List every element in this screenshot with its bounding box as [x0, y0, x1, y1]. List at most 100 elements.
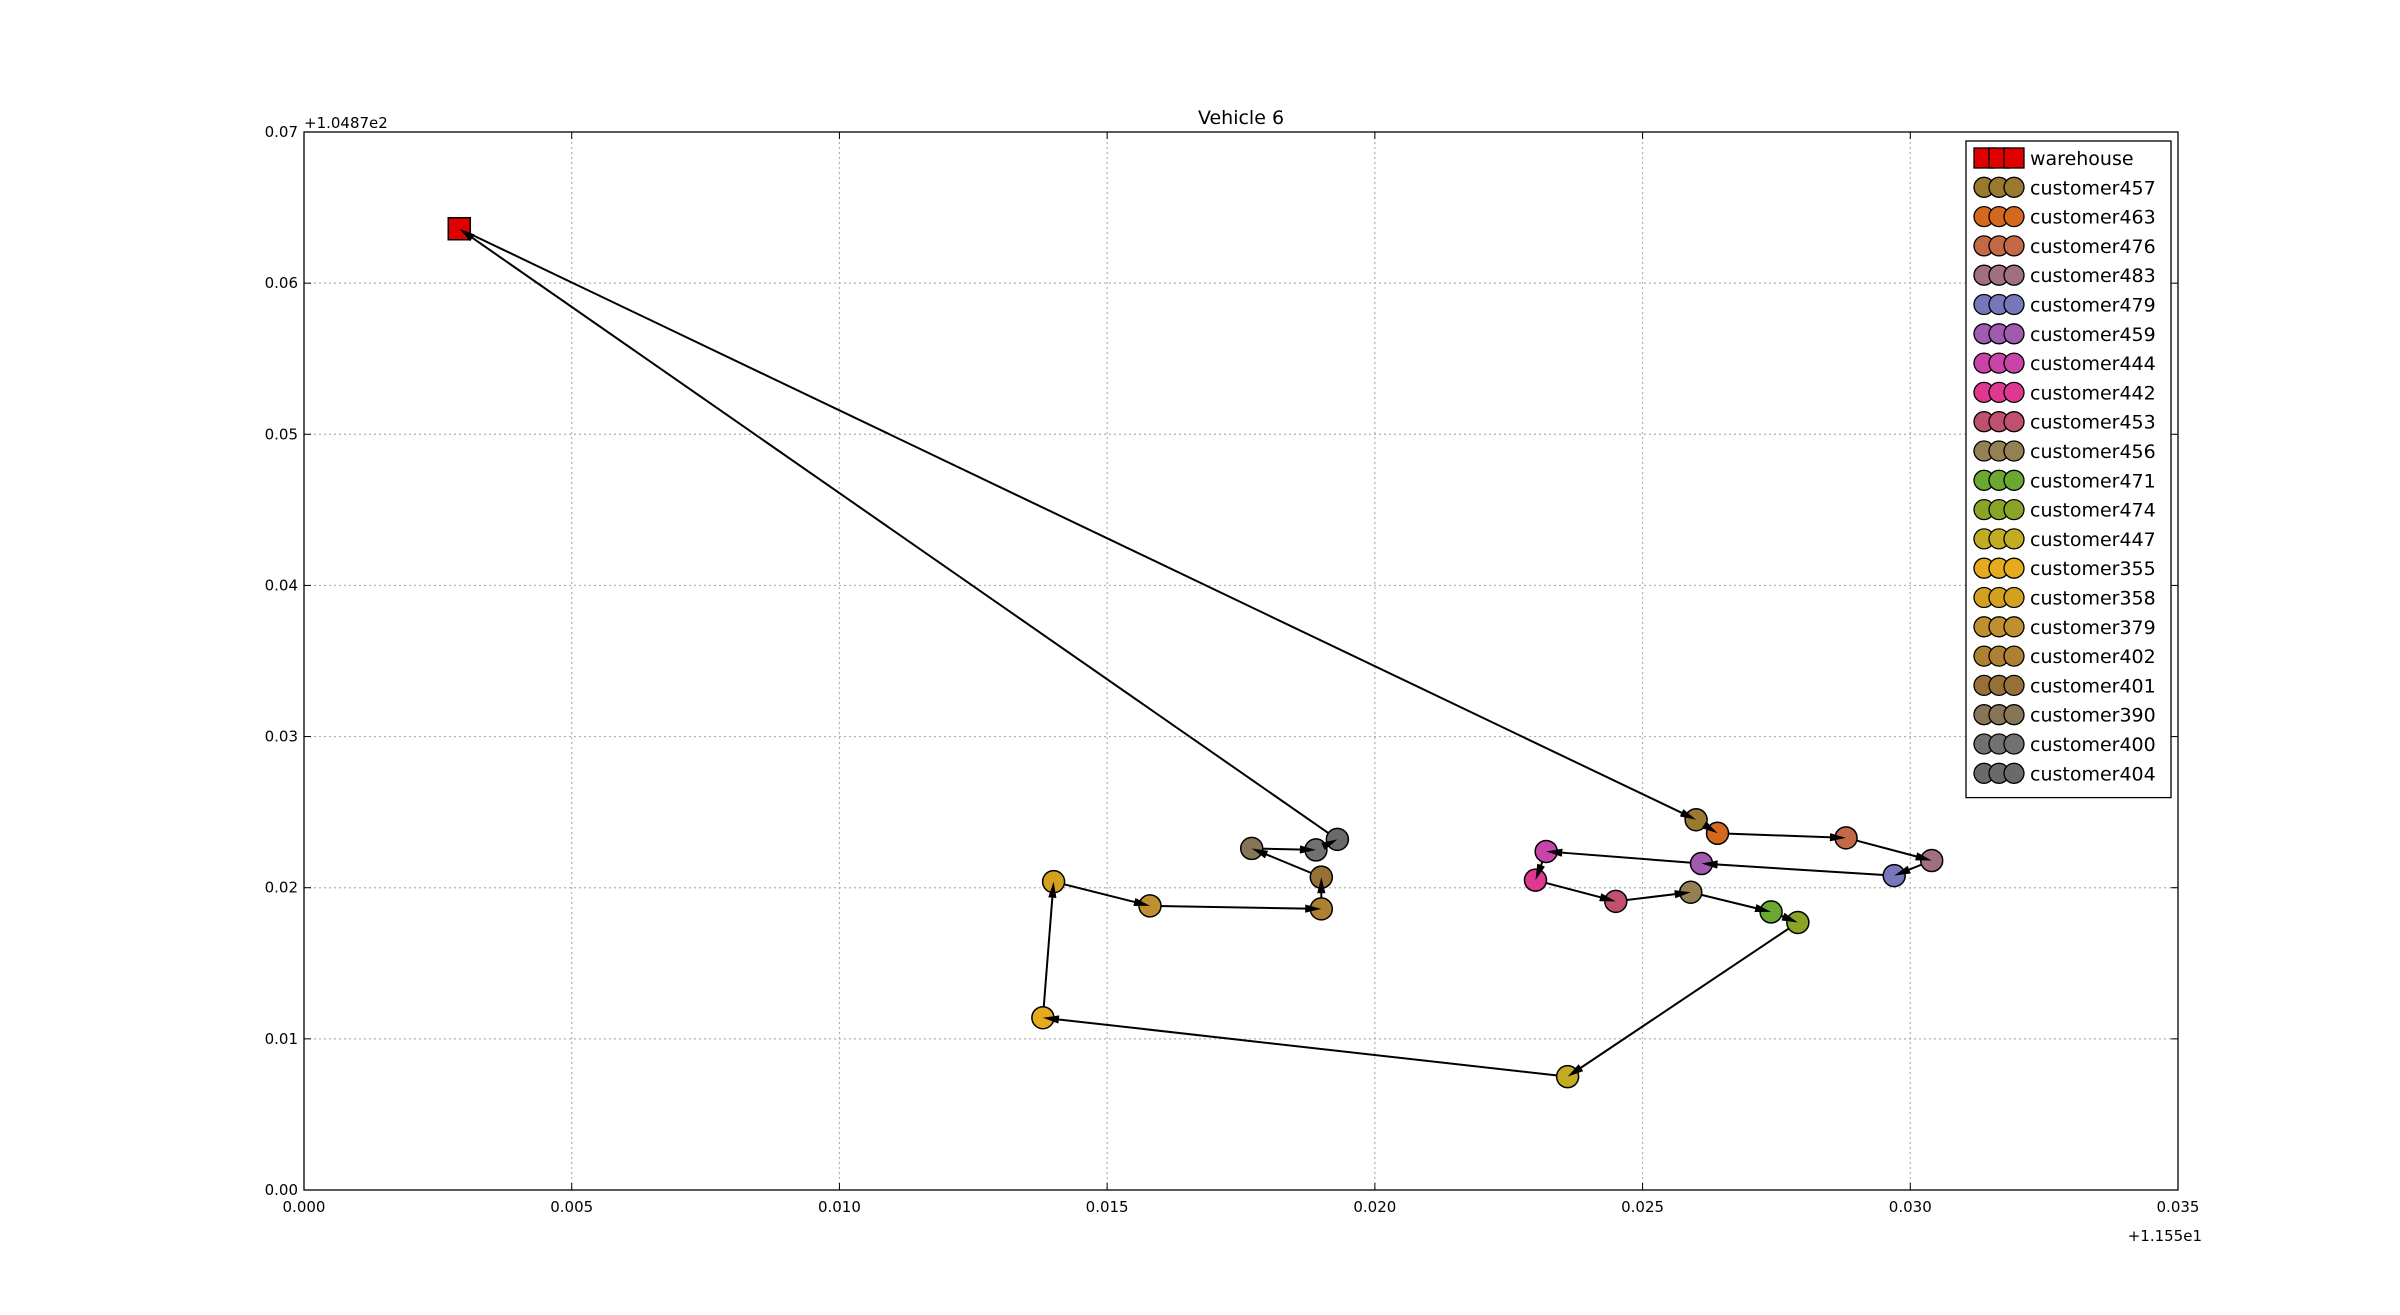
legend-label: customer402: [2030, 646, 2156, 668]
legend-label: customer453: [2030, 412, 2156, 434]
legend-entry: customer447: [1973, 528, 2156, 551]
legend-label: customer459: [2030, 324, 2156, 346]
legend-marker: [2003, 352, 2025, 374]
route-arrowhead: [1546, 848, 1563, 857]
route-arrowhead: [1321, 839, 1338, 851]
route-segment: [1567, 921, 1799, 1078]
legend-entry: customer401: [1973, 674, 2156, 697]
grid: [304, 132, 2178, 1190]
route-arrowhead: [1567, 1064, 1584, 1077]
x-offset-label: +1.155e1: [2128, 1227, 2202, 1245]
legend-label: customer400: [2030, 734, 2156, 756]
route-arrowhead: [1299, 845, 1316, 854]
legend-label: customer358: [2030, 588, 2156, 610]
legend-marker: [2003, 616, 2025, 638]
legend-entry: customer456: [1973, 440, 2156, 463]
legend-entry: customer463: [1973, 205, 2156, 229]
route-segment: [458, 227, 1697, 821]
legend-label: customer401: [2030, 675, 2156, 697]
legend-label: customer379: [2030, 617, 2156, 639]
legend-entry: customer471: [1973, 469, 2156, 492]
y-tick-label: 0.02: [265, 879, 298, 897]
legend-marker: [2003, 440, 2025, 462]
legend-entry: customer444: [1973, 352, 2156, 375]
legend-marker: [2003, 704, 2025, 726]
legend-label: customer442: [2030, 382, 2156, 404]
route-arrowhead: [1535, 863, 1545, 881]
route-arrowhead: [1048, 881, 1057, 898]
legend-marker: [2003, 469, 2025, 491]
y-tick-label: 0.05: [265, 425, 298, 443]
legend-entry: customer400: [1973, 733, 2156, 756]
route-segment: [458, 227, 1338, 841]
legend-entry: customer379: [1973, 616, 2156, 639]
legend-marker: [2003, 323, 2025, 345]
legend-label: customer479: [2030, 295, 2156, 317]
x-tick-label: 0.005: [550, 1198, 593, 1216]
legend-label: customer483: [2030, 265, 2156, 287]
y-tick-label: 0.06: [265, 274, 298, 292]
legend-marker: [2003, 381, 2025, 404]
route-arrowhead: [1894, 865, 1911, 876]
legend-entry: customer476: [1973, 235, 2156, 258]
y-tick-label: 0.04: [265, 576, 298, 594]
legend-entry: customer479: [1973, 293, 2156, 317]
legend-marker: [2003, 411, 2025, 433]
route-arrowhead: [1251, 848, 1269, 859]
x-tick-label: 0.030: [1889, 1198, 1932, 1216]
route-segment: [1546, 850, 1702, 865]
legend-entry: customer355: [1973, 557, 2156, 580]
x-tick-label: 0.000: [283, 1198, 326, 1216]
y-tick-label: 0.03: [265, 728, 298, 746]
legend-marker: [2003, 147, 2025, 169]
y-tick-label: 0.01: [265, 1030, 298, 1048]
route-arrowhead: [1674, 890, 1691, 899]
chart-title: Vehicle 6: [1198, 107, 1284, 129]
legend-entry: customer402: [1973, 645, 2156, 668]
x-tick-label: 0.015: [1086, 1198, 1129, 1216]
x-tick-label: 0.035: [2157, 1198, 2200, 1216]
route-arrowhead: [1599, 893, 1616, 902]
legend-marker: [2003, 176, 2025, 198]
x-tick-label: 0.020: [1353, 1198, 1396, 1216]
legend-label: customer355: [2030, 558, 2156, 580]
axis-ticks: 0.000 0.005 0.010 0.015 0.020 0.025 0.030 0.035…: [265, 123, 2200, 1216]
legend-label: customer447: [2030, 529, 2156, 551]
legend-marker: [2003, 498, 2025, 521]
legend-entry: customer453: [1973, 411, 2156, 434]
y-offset-label: +1.0487e2: [304, 114, 388, 132]
legend-entry: warehouse: [1973, 147, 2134, 170]
legend-entry: customer358: [1973, 586, 2156, 610]
route-arrowhead: [1042, 1015, 1060, 1024]
legend-label: customer444: [2030, 353, 2156, 375]
legend-label: customer474: [2030, 500, 2156, 522]
route-arrowhead: [1754, 904, 1772, 912]
legend-label: warehouse: [2030, 148, 2134, 170]
legend-entry: customer483: [1973, 264, 2156, 287]
route-arrowhead: [1133, 898, 1150, 906]
legend-marker: [2003, 645, 2025, 667]
route-arrowhead: [1305, 904, 1322, 913]
legend-label: customer457: [2030, 177, 2156, 199]
axes-frame: [303, 131, 2179, 1191]
route-arrowhead: [1679, 809, 1697, 820]
x-tick-label: 0.010: [818, 1198, 861, 1216]
legend-marker: [2003, 674, 2025, 697]
legend-label: customer471: [2030, 470, 2156, 492]
legend-marker: [2003, 586, 2025, 609]
route-segment: [1701, 862, 1895, 877]
legend-marker: [2003, 205, 2025, 228]
y-tick-label: 0.00: [265, 1181, 298, 1199]
y-tick-label: 0.07: [265, 123, 298, 141]
route-arrowhead: [1701, 821, 1718, 834]
route-arrowheads-top: [459, 228, 1932, 1077]
legend-entry: customer404: [1973, 762, 2156, 785]
legend-marker: [2003, 733, 2025, 755]
x-tick-label: 0.025: [1621, 1198, 1664, 1216]
route-arrowhead: [1915, 852, 1932, 861]
route-segment: [1149, 904, 1322, 910]
route-segment: [1041, 881, 1055, 1018]
route-arrowhead: [1317, 877, 1326, 894]
legend-marker: [2003, 264, 2025, 286]
